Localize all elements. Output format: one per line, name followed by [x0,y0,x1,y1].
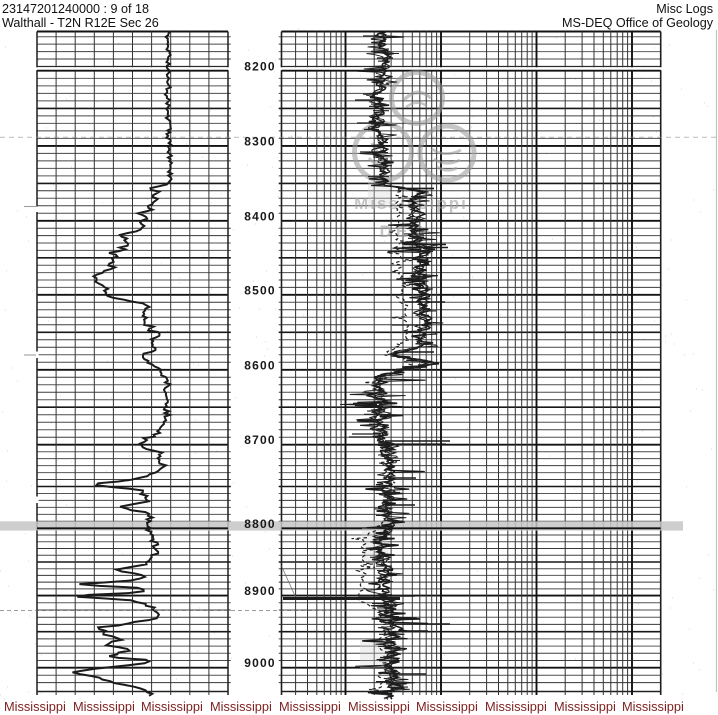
svg-text:8200: 8200 [244,59,276,73]
svg-text:8600: 8600 [244,358,276,372]
svg-text:9000: 9000 [244,656,276,670]
svg-text:8700: 8700 [244,433,276,447]
svg-text:8900: 8900 [244,584,276,598]
svg-text:8400: 8400 [244,209,276,223]
svg-text:8800: 8800 [244,517,276,531]
svg-text:8500: 8500 [244,283,276,297]
svg-text:8300: 8300 [244,134,276,148]
svg-text:Mississippi: Mississippi [354,194,468,213]
